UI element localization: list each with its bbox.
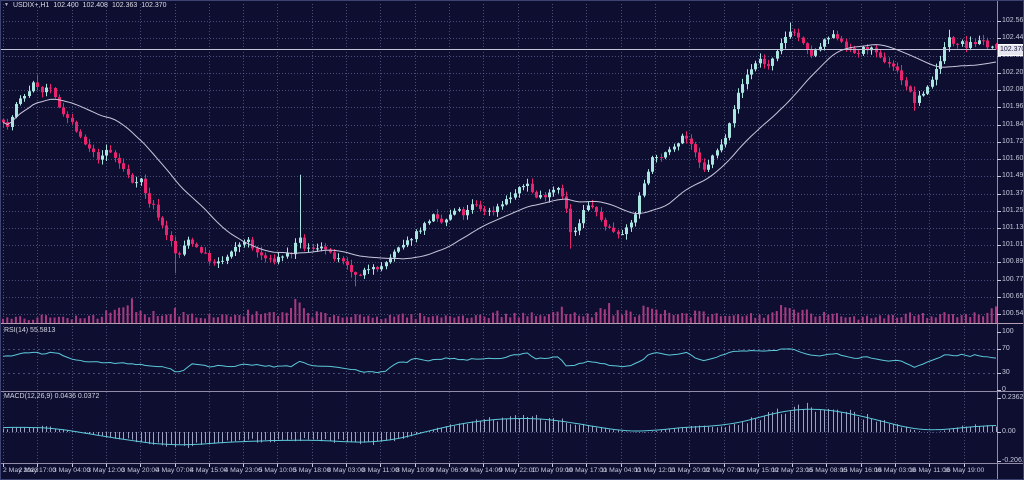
time-axis-label: 2 May 17:00 xyxy=(18,467,56,474)
price-axis-label: 101.130 xyxy=(1002,224,1024,232)
price-axis-label: 100.540 xyxy=(1002,309,1024,317)
rsi-indicator-label: RSI(14) 55.5813 xyxy=(4,327,56,334)
price-axis-label: 100 xyxy=(1002,328,1014,335)
time-axis-label: 5 May 10:00 xyxy=(258,467,297,474)
time-axis-label: 5 May 18:00 xyxy=(293,467,331,474)
time-axis-label: 9 May 22:00 xyxy=(498,467,537,474)
price-axis-label: 101.845 xyxy=(1002,120,1024,128)
price-axis-label: 0 xyxy=(1002,386,1006,393)
price-axis-label: 0.00 xyxy=(1002,428,1016,435)
price-axis-label: 101.015 xyxy=(1002,241,1024,249)
price-axis-label: 100.775 xyxy=(1002,275,1024,283)
price-axis-label: 102.560 xyxy=(1002,17,1024,24)
time-axis-label: 8 May 19:00 xyxy=(396,467,434,474)
price-axis-label: 102.085 xyxy=(1002,85,1024,93)
time-axis-label: 15 May 16:00 xyxy=(840,467,882,474)
price-axis-label: 101.370 xyxy=(1002,189,1024,197)
price-axis-label: 0.2362 xyxy=(1002,394,1024,402)
time-axis-label: 11 May 20:00 xyxy=(668,467,710,474)
collapse-arrow-icon[interactable]: ▼ xyxy=(4,2,9,8)
macd-indicator-label: MACD(12,26,9) 0.0436 0.0372 xyxy=(4,393,100,400)
bar-high-value: 102.408 xyxy=(82,2,108,9)
bar-close-value: 102.370 xyxy=(141,2,167,9)
price-axis-label: 101.250 xyxy=(1002,206,1024,214)
current-price-tag: 102.370 xyxy=(998,43,1023,56)
price-axis-label: 70 xyxy=(1002,345,1010,353)
price-axis-label: 101.965 xyxy=(1002,103,1024,111)
price-axis-label: 102.440 xyxy=(1002,34,1024,42)
time-axis-label: 11 May 04:00 xyxy=(600,467,641,474)
bar-open-value: 102.400 xyxy=(53,2,79,9)
price-axis-label: 100.895 xyxy=(1002,258,1024,266)
time-axis-label: 15 May 08:00 xyxy=(805,467,848,474)
price-axis-label: 101.725 xyxy=(1002,138,1024,146)
price-axis-label: 101.490 xyxy=(1002,172,1024,180)
time-axis-label: 16 May 03:00 xyxy=(874,467,916,474)
time-axis-label: 16 May 11:00 xyxy=(909,467,950,474)
time-axis-label: 10 May 09:00 xyxy=(531,467,573,474)
price-axis-label: 100.655 xyxy=(1002,293,1024,301)
bar-low-value: 102.363 xyxy=(111,2,138,9)
time-axis-label: 4 May 23:00 xyxy=(224,467,262,474)
time-axis-label: 2 May 2023 xyxy=(3,467,39,474)
time-axis-label: 3 May 12:00 xyxy=(87,467,125,474)
time-axis-label: 4 May 07:00 xyxy=(155,467,194,474)
time-axis-label: 16 May 19:00 xyxy=(943,467,985,474)
time-axis-label: 9 May 14:00 xyxy=(464,467,503,474)
time-axis-label: 3 May 04:00 xyxy=(52,467,91,474)
time-axis-label: 8 May 03:00 xyxy=(327,467,365,474)
time-axis-label: 4 May 15:00 xyxy=(190,467,228,474)
time-axis-label: 12 May 23:00 xyxy=(771,467,813,474)
time-axis-label: 12 May 07:00 xyxy=(702,467,745,474)
symbol-timeframe: USDIX+,H1 xyxy=(12,2,50,9)
time-axis-label: 9 May 06:00 xyxy=(430,467,468,474)
price-axis-label: 101.605 xyxy=(1002,155,1024,163)
chart-title: ▼ USDIX+,H1 102.400 102.408 102.363 102.… xyxy=(4,2,167,9)
price-axis-label: 102.200 xyxy=(1002,69,1024,77)
time-axis-label: 11 May 12:00 xyxy=(634,467,676,474)
time-axis-label: 8 May 11:00 xyxy=(361,467,399,474)
time-axis-label: 12 May 15:00 xyxy=(737,467,779,474)
price-axis-label: -0.2061 xyxy=(1002,457,1024,465)
price-axis-label: 30 xyxy=(1002,368,1010,376)
time-axis-label: 3 May 20:00 xyxy=(121,467,159,474)
time-axis-label: 10 May 17:00 xyxy=(565,467,607,474)
